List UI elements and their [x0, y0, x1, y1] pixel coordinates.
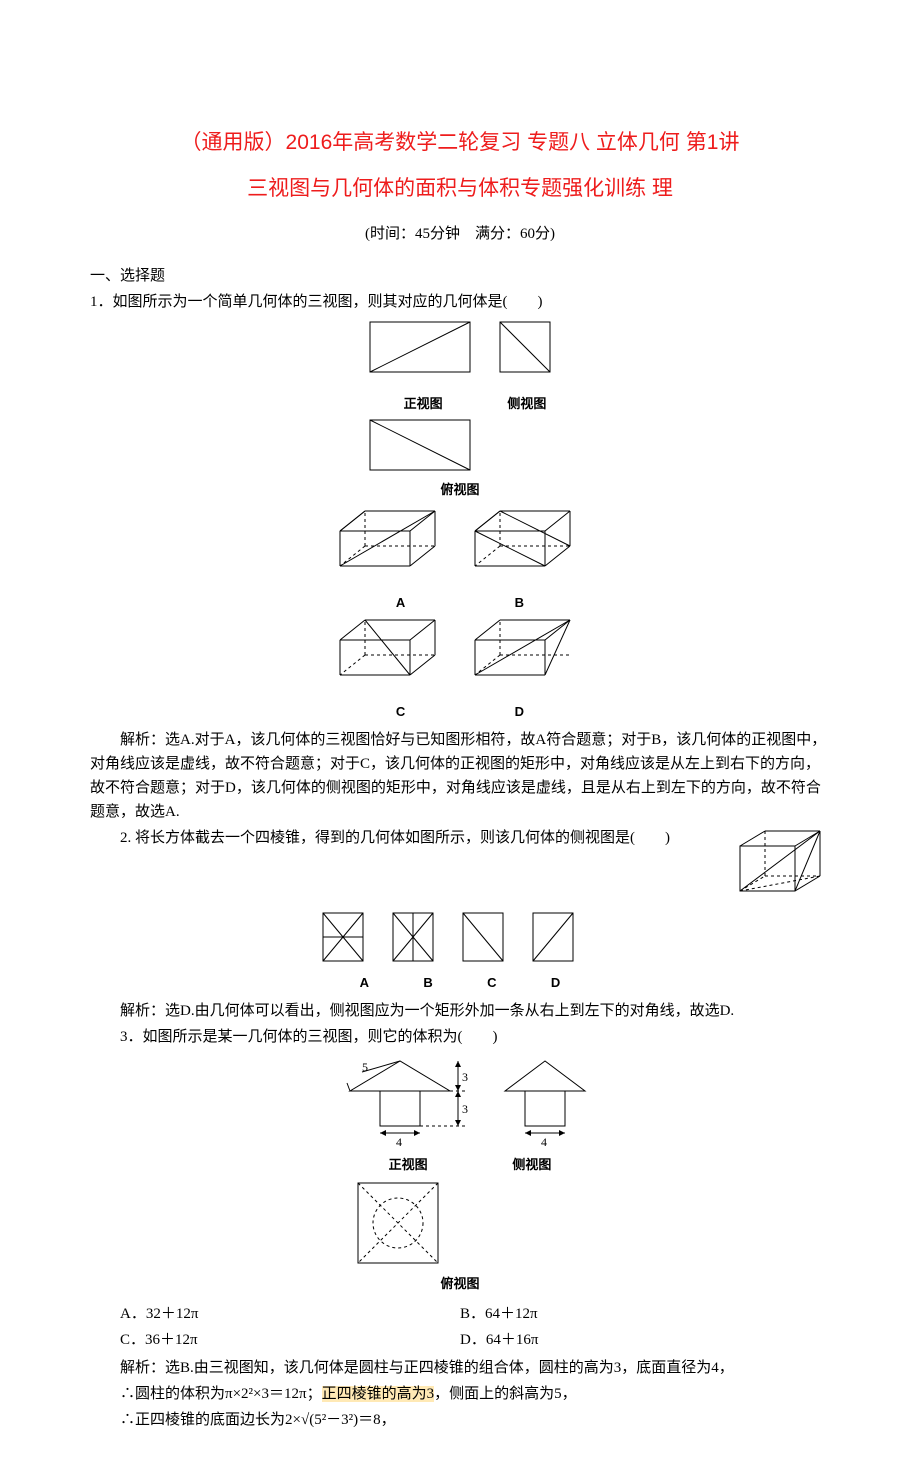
- q1-opts-cd-svg: [330, 615, 590, 700]
- q2-3d-svg: [735, 826, 830, 901]
- q1-explain: 解析：选A.对于A，该几何体的三视图恰好与已知图形相符，故A符合题意；对于B，该…: [90, 728, 830, 824]
- q3-dim-3a: 3: [462, 1070, 468, 1084]
- q1-opt-a: A: [343, 593, 458, 614]
- q1-caption-side: 侧视图: [492, 394, 562, 415]
- q1-opts-ab-svg: [330, 506, 590, 591]
- q3-opt-b: B．64＋12π: [460, 1302, 830, 1326]
- q3-dim-4a: 4: [396, 1135, 402, 1149]
- q2-opt-b: B: [398, 973, 458, 994]
- q2-opt-d: D: [526, 973, 586, 994]
- q3-caption-front: 正视图: [338, 1155, 478, 1176]
- q3-top-svg: [320, 1177, 600, 1272]
- q3-options: A．32＋12π C．36＋12π B．64＋12π D．64＋16π: [90, 1300, 830, 1354]
- q3-explain-2: ∴圆柱的体积为π×2²×3＝12π；正四棱锥的高为3，侧面上的斜高为5，: [90, 1382, 830, 1406]
- title-line2: 三视图与几何体的面积与体积专题强化训练 理: [247, 177, 673, 200]
- q1-options-row1: A B: [90, 506, 830, 724]
- q3-dim-3b: 3: [462, 1102, 468, 1116]
- q1-opt-d: D: [462, 702, 577, 723]
- q3-opt-a: A．32＋12π: [90, 1302, 460, 1326]
- q1-top-svg: [350, 416, 570, 478]
- q3-explain-2-post: ，侧面上的斜高为5，: [434, 1386, 577, 1402]
- q3-opt-d: D．64＋16π: [460, 1328, 830, 1352]
- q3-explain-2-highlight: 正四棱锥的高为3: [322, 1386, 435, 1402]
- q1-front-side-svg: [350, 318, 570, 392]
- q1-opt-b: B: [462, 593, 577, 614]
- doc-title: （通用版）2016年高考数学二轮复习 专题八 立体几何 第1讲 三视图与几何体的…: [90, 120, 830, 212]
- q2-explain: 解析：选D.由几何体可以看出，侧视图应为一个矩形外加一条从右上到左下的对角线，故…: [90, 999, 830, 1023]
- q2-opts-svg: [315, 909, 605, 971]
- q2-opt-c: C: [462, 973, 522, 994]
- q3-dim-4b: 4: [541, 1135, 547, 1149]
- q1-three-views: 正视图 侧视图 俯视图: [90, 318, 830, 502]
- q3-explain-3: ∴正四棱锥的底面边长为2×√(5²－3²)＝8，: [90, 1408, 830, 1432]
- q3-opt-c: C．36＋12π: [90, 1328, 460, 1352]
- q1-caption-top: 俯视图: [395, 480, 525, 501]
- q2-options: A B C D: [90, 909, 830, 995]
- q3-caption-top: 俯视图: [390, 1274, 530, 1295]
- q3-stem: 3．如图所示是某一几何体的三视图，则它的体积为( ): [90, 1025, 830, 1049]
- q1-stem: 1．如图所示为一个简单几何体的三视图，则其对应的几何体是( ): [90, 290, 830, 314]
- q3-explain-1: 解析：选B.由三视图知，该几何体是圆柱与正四棱锥的组合体，圆柱的高为3，底面直径…: [90, 1356, 830, 1380]
- q2-opt-a: A: [334, 973, 394, 994]
- time-score-line: (时间：45分钟 满分：60分): [90, 222, 830, 246]
- q2-stem: 2. 将长方体截去一个四棱锥，得到的几何体如图所示，则该几何体的侧视图是( ): [90, 826, 830, 850]
- q3-front-side-svg: 5 3 3 4: [320, 1053, 600, 1153]
- q3-caption-side: 侧视图: [482, 1155, 582, 1176]
- q1-caption-front: 正视图: [358, 394, 488, 415]
- q1-opt-c: C: [343, 702, 458, 723]
- q2-3d-figure: [735, 826, 830, 901]
- q3-three-views: 5 3 3 4: [90, 1053, 830, 1296]
- section-a-heading: 一、选择题: [90, 264, 830, 288]
- title-line1: （通用版）2016年高考数学二轮复习 专题八 立体几何 第1讲: [181, 131, 740, 154]
- q3-explain-2-pre: ∴圆柱的体积为π×2²×3＝12π；: [120, 1386, 322, 1402]
